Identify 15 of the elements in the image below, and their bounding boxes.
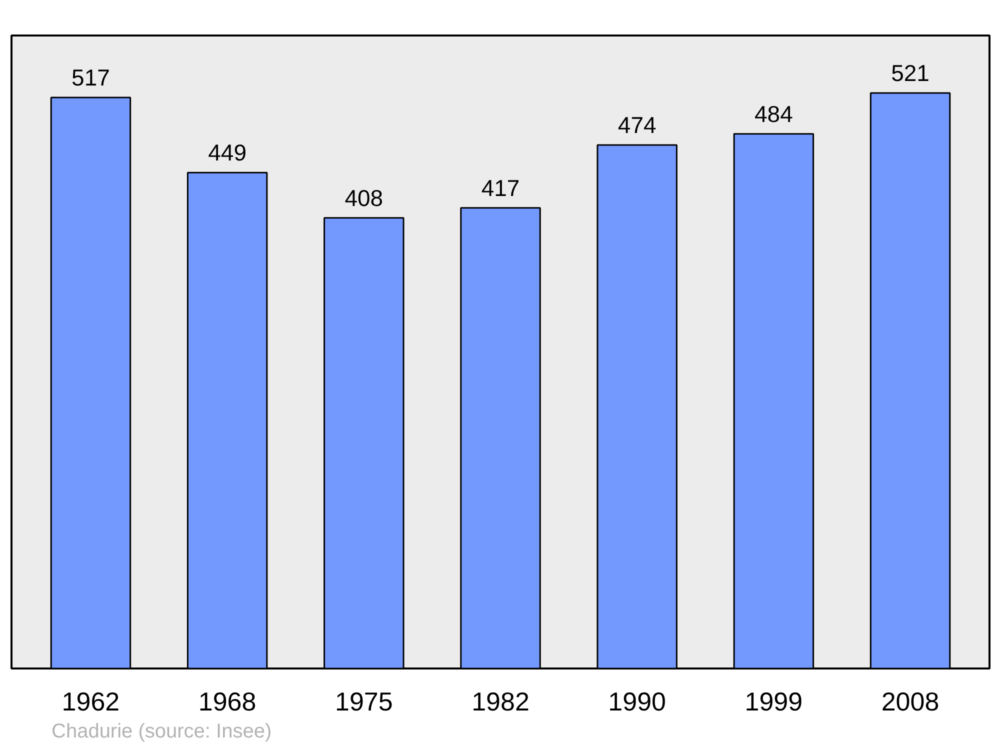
x-tick-label: 2008 [881,686,940,716]
data-label: 449 [208,140,247,166]
x-tick-label: 1982 [472,686,530,716]
data-label: 517 [72,64,110,90]
x-tick-label: 1968 [198,686,256,716]
x-tick-label: 1999 [744,686,803,716]
data-label: 484 [754,100,794,127]
data-label: 521 [891,60,930,86]
data-label: 417 [481,174,520,201]
x-tick-label: 1962 [62,686,120,716]
x-tick-label: 1975 [334,686,393,716]
data-label: 474 [618,112,656,138]
data-label: 408 [344,184,384,211]
x-tick-label: 1990 [608,686,666,716]
text: Chadurie (source: Insee) [52,720,272,742]
